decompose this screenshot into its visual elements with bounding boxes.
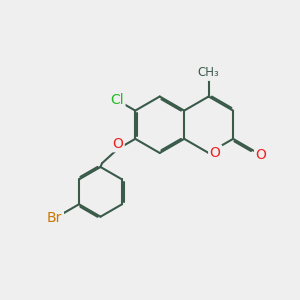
Text: CH₃: CH₃ — [198, 67, 220, 80]
Text: O: O — [210, 146, 220, 160]
Text: O: O — [256, 148, 266, 162]
Text: Br: Br — [47, 211, 62, 225]
Text: Cl: Cl — [110, 94, 124, 107]
Text: O: O — [112, 137, 123, 151]
